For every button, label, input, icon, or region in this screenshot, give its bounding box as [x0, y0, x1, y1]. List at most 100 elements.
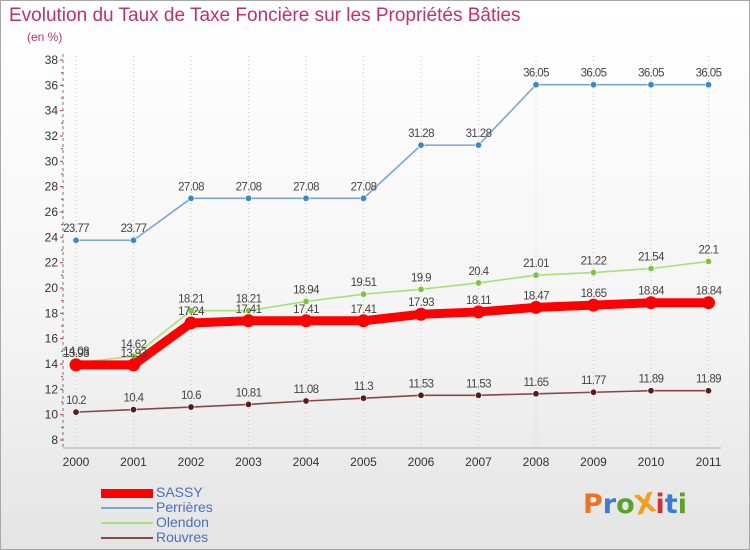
data-point-olendon	[704, 257, 712, 265]
data-label-rouvres: 11.89	[696, 374, 721, 386]
data-label-sassy: 17.24	[178, 306, 205, 318]
data-point-rouvres	[187, 403, 195, 411]
data-point-rouvres	[245, 400, 253, 408]
data-point-olendon	[302, 297, 310, 305]
data-label-sassy: 18.84	[696, 286, 723, 298]
x-tick-label: 2005	[350, 455, 377, 469]
data-label-sassy: 17.41	[236, 304, 262, 316]
legend-swatch-rouvres	[101, 537, 153, 539]
y-tick-label: 12	[45, 382, 59, 396]
data-label-perrieres: 27.08	[178, 181, 204, 193]
data-label-olendon: 22.1	[699, 244, 719, 256]
data-label-sassy: 17.93	[408, 297, 434, 309]
data-label-perrieres: 27.08	[351, 181, 377, 193]
y-tick-label: 30	[45, 154, 59, 168]
data-label-sassy: 17.41	[351, 304, 377, 316]
data-point-sassy	[357, 314, 370, 328]
data-point-rouvres	[647, 387, 655, 395]
logo-letter: X	[631, 487, 659, 522]
y-tick-label: 32	[45, 129, 59, 143]
series-line-perrieres	[76, 83, 709, 242]
data-label-olendon: 21.22	[581, 256, 607, 268]
x-tick-label: 2006	[408, 455, 435, 469]
data-label-rouvres: 10.81	[236, 387, 262, 399]
data-point-olendon	[532, 271, 540, 279]
data-point-perrieres	[704, 81, 712, 89]
data-label-olendon: 20.4	[469, 266, 490, 278]
logo-letter: P	[583, 489, 603, 520]
data-label-rouvres: 10.6	[181, 390, 201, 402]
x-tick-label: 2004	[293, 455, 320, 469]
data-label-perrieres: 36.05	[638, 68, 664, 80]
logo-letter: i	[677, 489, 687, 520]
y-tick-label: 18	[45, 306, 59, 320]
series-line-olendon	[75, 260, 709, 364]
data-point-rouvres	[302, 397, 310, 405]
data-point-sassy	[184, 316, 198, 330]
series-layer	[69, 81, 715, 416]
axis-layer: 8 10 12 14 16 18 20 22 24 26 28 30 32 34 36 38 2000 2001 2…	[45, 53, 722, 469]
data-point-sassy	[299, 314, 313, 328]
logo-letter: i	[655, 489, 665, 520]
data-point-perrieres	[647, 81, 655, 89]
data-point-perrieres	[589, 81, 597, 89]
data-point-sassy	[242, 314, 255, 328]
x-tick-label: 2010	[638, 455, 665, 469]
x-tick-label: 2007	[465, 455, 492, 469]
legend-label-perrieres: Perrières	[156, 499, 213, 515]
data-label-sassy: 13.93	[63, 348, 89, 360]
legend-label-sassy: SASSY	[156, 484, 203, 500]
data-point-perrieres	[359, 194, 367, 202]
data-label-sassy: 17.41	[293, 304, 319, 316]
data-point-perrieres	[72, 236, 80, 244]
data-label-sassy: 18.65	[581, 288, 607, 300]
chart-title: Evolution du Taux de Taxe Foncière sur l…	[9, 5, 521, 26]
data-label-olendon: 18.21	[178, 294, 204, 306]
data-label-olendon: 14.62	[121, 339, 147, 351]
logo-letter: o	[616, 489, 635, 520]
logo-letter: r	[602, 489, 617, 520]
x-tick-label: 2000	[63, 455, 90, 469]
y-tick-label: 22	[45, 256, 59, 270]
y-tick-label: 8	[51, 433, 58, 447]
y-tick-label: 16	[45, 332, 59, 346]
series-line-sassy	[71, 298, 713, 370]
data-label-rouvres: 11.53	[466, 378, 491, 390]
legend-swatch-olendon	[101, 522, 153, 524]
data-point-perrieres	[532, 81, 540, 89]
data-point-olendon	[245, 307, 253, 315]
data-point-sassy	[472, 305, 485, 319]
legend-swatch-sassy	[101, 489, 153, 498]
x-tick-label: 2003	[235, 455, 262, 469]
data-point-perrieres	[417, 141, 425, 149]
y-tick-label: 24	[45, 230, 59, 244]
data-point-sassy	[414, 307, 428, 321]
y-tick-label: 14	[45, 357, 59, 371]
proxiti-logo: ProXiti	[583, 487, 687, 522]
data-point-rouvres	[359, 394, 367, 402]
legend-swatch-perrieres	[101, 507, 153, 509]
data-label-olendon: 19.9	[411, 272, 431, 284]
x-tick-label: 2002	[178, 455, 205, 469]
data-point-rouvres	[72, 408, 80, 416]
series-line-rouvres	[75, 389, 709, 413]
data-label-olendon: 18.94	[293, 284, 320, 296]
data-label-perrieres: 27.08	[236, 181, 262, 193]
data-label-rouvres: 11.3	[354, 381, 373, 393]
data-point-olendon	[359, 290, 367, 298]
data-point-perrieres	[245, 194, 253, 202]
y-tick-label: 10	[45, 408, 59, 422]
grid-layer	[75, 56, 709, 448]
data-label-sassy: 13.93	[121, 348, 147, 360]
data-label-layer: 23.77 23.77 27.08 27.08 27.08 27.08 31.28 31.28…	[63, 68, 723, 407]
data-label-olendon: 21.54	[638, 251, 665, 263]
y-tick-label: 36	[45, 78, 59, 92]
data-point-rouvres	[704, 387, 712, 395]
data-point-rouvres	[589, 388, 597, 396]
data-point-sassy	[702, 296, 715, 310]
y-tick-label: 38	[45, 53, 59, 67]
x-tick-label: 2009	[580, 455, 607, 469]
data-label-perrieres: 23.77	[121, 223, 147, 235]
data-point-olendon	[647, 264, 655, 272]
